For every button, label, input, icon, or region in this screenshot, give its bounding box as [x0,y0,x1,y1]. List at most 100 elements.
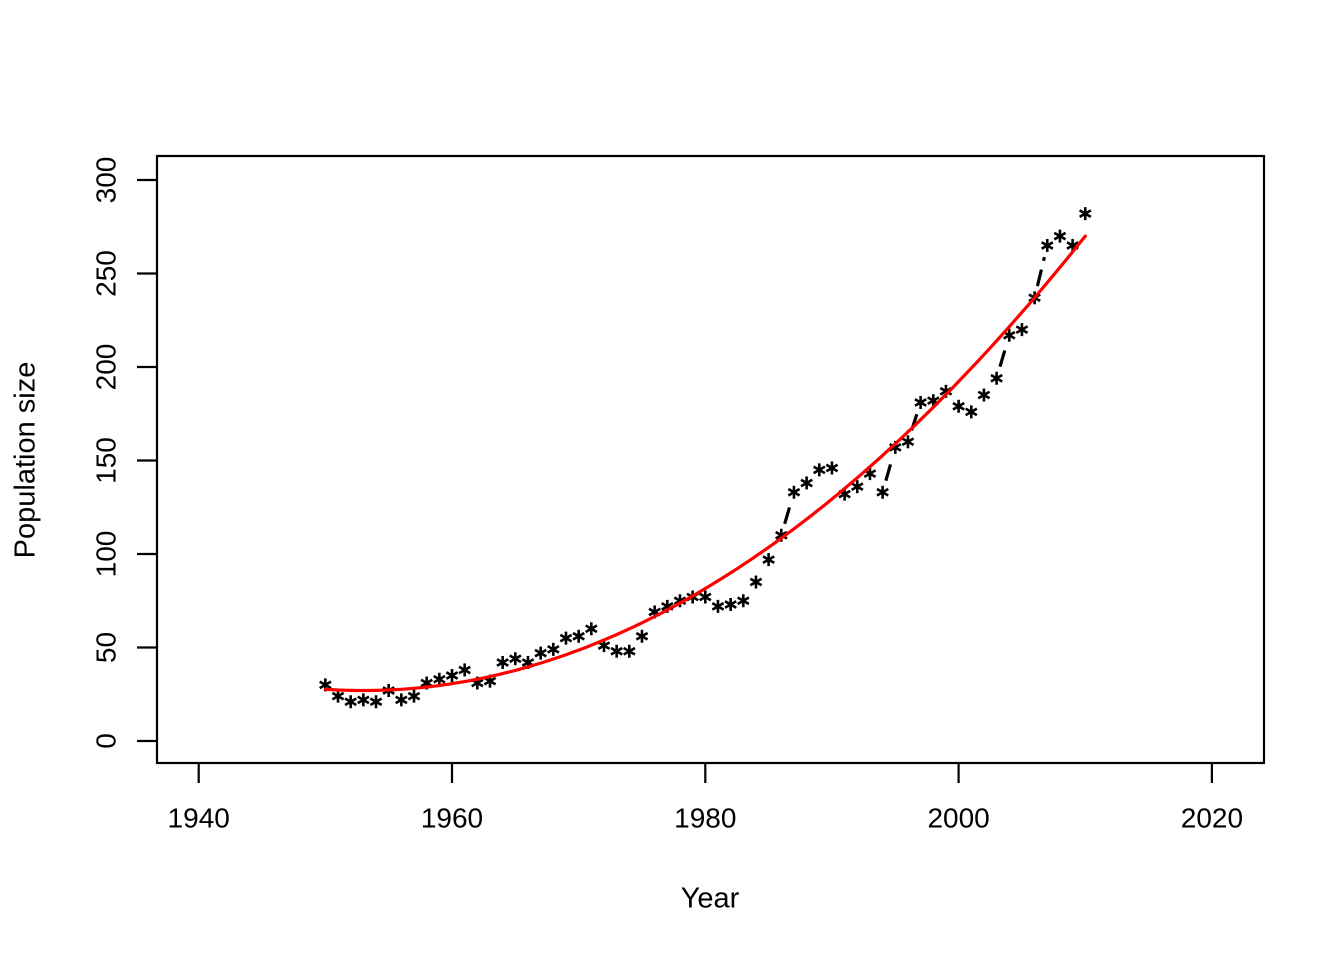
y-tick-label: 100 [90,531,121,578]
marker-arm [1066,241,1079,250]
data-point-marker [344,695,357,709]
marker-arm [1053,231,1067,241]
data-point-marker [1053,229,1067,243]
data-point-marker [635,629,649,643]
data-point-marker [749,575,763,589]
data-point-marker [813,463,826,477]
marker-arm [990,373,1003,383]
x-tick-label: 1980 [674,802,736,833]
data-point-marker [623,644,636,658]
marker-arm [547,644,560,654]
data-point-marker [964,405,978,419]
data-point-marker [737,594,750,608]
marker-arm [926,396,940,406]
x-tick-label: 2000 [927,802,989,833]
marker-arm [585,624,598,634]
data-point-marker [787,485,801,499]
data-point-marker [1078,207,1092,221]
marker-arm [863,469,877,478]
data-point-marker [395,693,408,707]
marker-arm [521,658,535,667]
marker-arm [800,478,813,488]
marker-arm [445,671,459,680]
y-tick-label: 150 [90,437,121,484]
marker-arm [610,646,623,656]
marker-arm [711,601,725,611]
data-point-marker [1040,238,1054,252]
marker-arm [623,646,636,656]
marker-arm [369,697,383,707]
data-point-marker [331,689,345,703]
data-point-marker [407,689,421,703]
data-point-marker [990,371,1003,385]
data-point-marker [585,622,598,636]
data-point-marker [952,399,965,413]
y-axis: 0 50 100 150 200 250 300 [90,157,157,749]
data-point-marker [572,629,585,643]
connector-dash [783,503,793,525]
marker-arm [914,398,927,407]
marker-arm [572,631,585,641]
fit-curve [323,234,1087,693]
connector-dash [998,346,1008,368]
marker-arm [762,555,775,564]
marker-arm [888,443,902,452]
x-tick-label: 2020 [1181,802,1243,833]
data-series [319,207,1092,709]
data-point-marker [458,663,471,677]
marker-arm [395,695,408,705]
connector-dash [884,458,894,482]
y-tick-label: 300 [90,157,121,204]
marker-arm [749,577,763,587]
data-point-marker [901,435,915,449]
marker-arm [407,691,421,701]
marker-arm [496,658,509,667]
data-point-marker [800,476,813,490]
data-point-marker [1015,323,1029,337]
marker-arm [1040,241,1054,250]
marker-arm [648,607,661,617]
marker-arm [876,487,889,497]
marker-arm [534,648,547,658]
data-point-marker [762,553,775,567]
y-tick-label: 250 [90,250,121,297]
marker-arm [483,676,497,686]
marker-arm [825,463,839,473]
marker-arm [559,633,573,643]
data-point-marker [357,693,370,707]
data-point-marker [547,642,560,656]
data-point-marker [977,388,991,402]
marker-arm [433,674,446,684]
marker-arm [775,530,788,540]
x-tick-label: 1960 [421,802,483,833]
data-point-marker [534,646,547,660]
marker-arm [597,641,611,651]
connector-dashes [783,256,1046,525]
marker-arm [977,390,991,400]
data-point-marker [509,652,522,666]
connector-dash [1035,256,1046,287]
marker-arm [787,487,801,497]
plot-box [155,154,1266,765]
data-point-marker [876,485,889,499]
marker-arm [1002,330,1016,340]
x-axis: 1940 1960 1980 2000 2020 [168,763,1243,833]
y-tick-label: 0 [90,733,121,749]
marker-arm [1078,209,1092,219]
x-axis-title: Year [681,883,740,915]
marker-arm [458,665,471,675]
data-point-marker [825,461,839,475]
marker-arm [901,437,915,447]
marker-arm [331,691,345,701]
marker-arm [673,596,687,606]
marker-arm [737,596,750,606]
x-tick-label: 1940 [168,802,230,833]
marker-arm [661,601,674,611]
data-point-marker [724,597,737,611]
y-tick-label: 50 [90,632,121,663]
marker-arm [344,697,357,707]
data-point-marker [711,599,725,613]
marker-arm [319,680,332,690]
